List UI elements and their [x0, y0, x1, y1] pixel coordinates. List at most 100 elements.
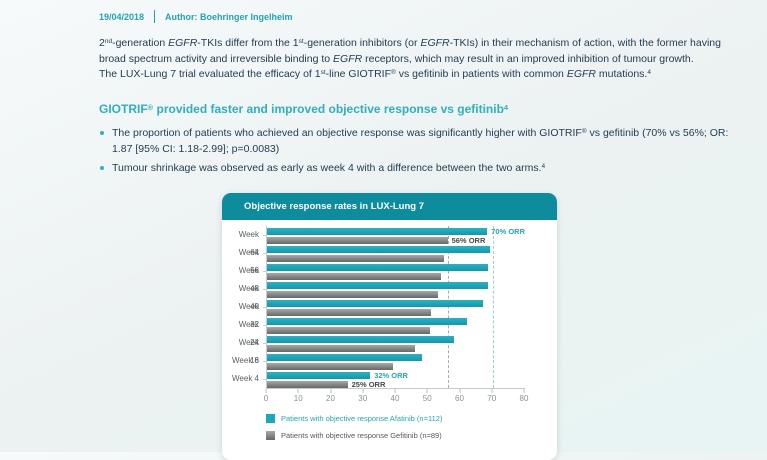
tick-mark — [265, 389, 267, 393]
bar-line — [267, 345, 525, 352]
category-label: Week 16 — [238, 338, 259, 365]
legend-item: Patients with objective response Gefitin… — [266, 431, 557, 440]
chart-header: Objective response rates in LUX-Lung 7 — [222, 193, 557, 220]
bar-line: 56% ORR — [267, 236, 525, 245]
meta-divider — [154, 10, 156, 23]
bar-gefitinib — [267, 309, 432, 316]
legend-swatch — [266, 431, 275, 440]
bar-gefitinib — [267, 381, 348, 388]
bar-group: 32% ORR 25% ORR — [263, 370, 525, 389]
intro-paragraph-2: The LUX-Lung 7 trial evaluated the effic… — [99, 68, 651, 80]
bar-line — [267, 336, 525, 343]
tick-label: 0 — [263, 394, 269, 403]
bar-afatinib — [267, 318, 467, 325]
bar-line — [267, 291, 525, 298]
tick-mark — [394, 389, 396, 393]
chart-title: Objective response rates in LUX-Lung 7 — [244, 201, 425, 212]
tick-label: 60 — [455, 394, 464, 403]
bar-afatinib — [267, 354, 422, 361]
tick-label: 50 — [422, 394, 432, 403]
tick-label: 80 — [519, 394, 529, 403]
bar-value-label: 25% ORR — [351, 380, 386, 389]
tick-label: 70 — [487, 394, 497, 403]
bar-group — [263, 262, 525, 280]
tick-mark — [330, 389, 331, 393]
bar-group — [263, 352, 525, 370]
bar-gefitinib — [267, 345, 416, 352]
x-axis: 0 10 20 30 40 50 60 70 80 — [263, 389, 528, 405]
reference-line-70 — [492, 226, 494, 388]
category-column: Week 64 Week 56 Week 48 Week 40 Week 32 Week … — [232, 226, 266, 389]
bar-line — [267, 246, 525, 253]
tick-mark — [297, 389, 299, 393]
section-heading: GIOTRIF® provided faster and improved ob… — [99, 102, 509, 116]
tick-label: 10 — [293, 394, 303, 403]
bar-afatinib — [267, 282, 488, 289]
chart-card: Objective response rates in LUX-Lung 7 W… — [222, 193, 557, 460]
category-label: Week 24 — [238, 320, 259, 347]
legend-swatch — [266, 414, 275, 423]
tick-mark — [491, 389, 493, 393]
bullet-text: The proportion of patients who achieved … — [112, 127, 729, 155]
bar-line — [267, 273, 525, 280]
bar-gefitinib — [267, 273, 442, 280]
bullet-text: Tumour shrinkage was observed as early a… — [112, 162, 546, 174]
intro-paragraph-1: 2nd-generation EGFR-TKIs differ from the… — [99, 37, 721, 65]
meta-date: 19/04/2018 — [99, 11, 145, 22]
bar-line: 70% ORR — [267, 227, 525, 236]
intro-text: 2nd-generation EGFR-TKIs differ from the… — [99, 36, 739, 83]
bar-gefitinib — [267, 255, 445, 262]
bar-line — [267, 255, 525, 262]
reference-line-56 — [447, 226, 449, 388]
bar-afatinib — [267, 336, 455, 343]
bar-afatinib — [267, 246, 490, 253]
bullet-list: The proportion of patients who achieved … — [99, 126, 739, 177]
legend-label: Patients with objective response Gefitin… — [281, 431, 442, 440]
bar-afatinib — [267, 228, 488, 235]
bar-value-label: 70% ORR — [491, 227, 525, 236]
tick-label: 20 — [326, 394, 335, 403]
bar-line — [267, 300, 525, 307]
bar-afatinib — [267, 300, 484, 307]
tick-label: 40 — [390, 394, 400, 403]
bar-gefitinib — [267, 237, 448, 244]
meta-author: Author: Boehringer Ingelheim — [165, 11, 293, 22]
chart-plot: Week 64 Week 56 Week 48 Week 40 Week 32 Week … — [232, 226, 557, 389]
bar-group — [263, 244, 525, 262]
category-label: Week 8 — [232, 356, 259, 365]
bullet-item: Tumour shrinkage was observed as early a… — [99, 161, 739, 177]
chart-body: Week 64 Week 56 Week 48 Week 40 Week 32 Week … — [222, 220, 557, 460]
bullet-marker — [100, 166, 104, 170]
bar-gefitinib — [267, 327, 430, 334]
category-label: Week 64 — [238, 230, 259, 257]
bar-group — [263, 334, 525, 352]
bullet-item: The proportion of patients who achieved … — [99, 126, 739, 157]
bar-line — [267, 327, 525, 334]
category-label: Week 40 — [238, 284, 259, 311]
meta-row: 19/04/2018 Author: Boehringer Ingelheim — [99, 10, 739, 23]
bar-line — [267, 318, 525, 325]
bar-group — [263, 298, 525, 316]
category-label: Week 32 — [238, 302, 259, 329]
bar-line: 32% ORR — [267, 371, 525, 380]
tick-mark — [426, 389, 428, 393]
bar-line — [267, 309, 525, 316]
bar-group — [263, 280, 525, 298]
bar-afatinib — [267, 264, 488, 271]
bar-line — [267, 282, 525, 289]
bar-afatinib — [267, 372, 371, 379]
plot-area: 70% ORR 56% ORR 32% ORR 25% ORR — [263, 226, 525, 389]
bar-group — [263, 316, 525, 334]
bar-gefitinib — [267, 291, 438, 298]
legend-item: Patients with objective response Afatini… — [266, 414, 557, 423]
category-label: Week 48 — [238, 266, 259, 293]
legend: Patients with objective response Afatini… — [266, 414, 557, 440]
bar-gefitinib — [267, 363, 393, 370]
tick-label: 30 — [358, 394, 368, 403]
tick-mark — [523, 389, 525, 393]
legend-label: Patients with objective response Afatini… — [281, 414, 443, 423]
category-label: Week 56 — [238, 248, 259, 275]
bar-line — [267, 264, 525, 271]
bar-line — [267, 363, 525, 370]
